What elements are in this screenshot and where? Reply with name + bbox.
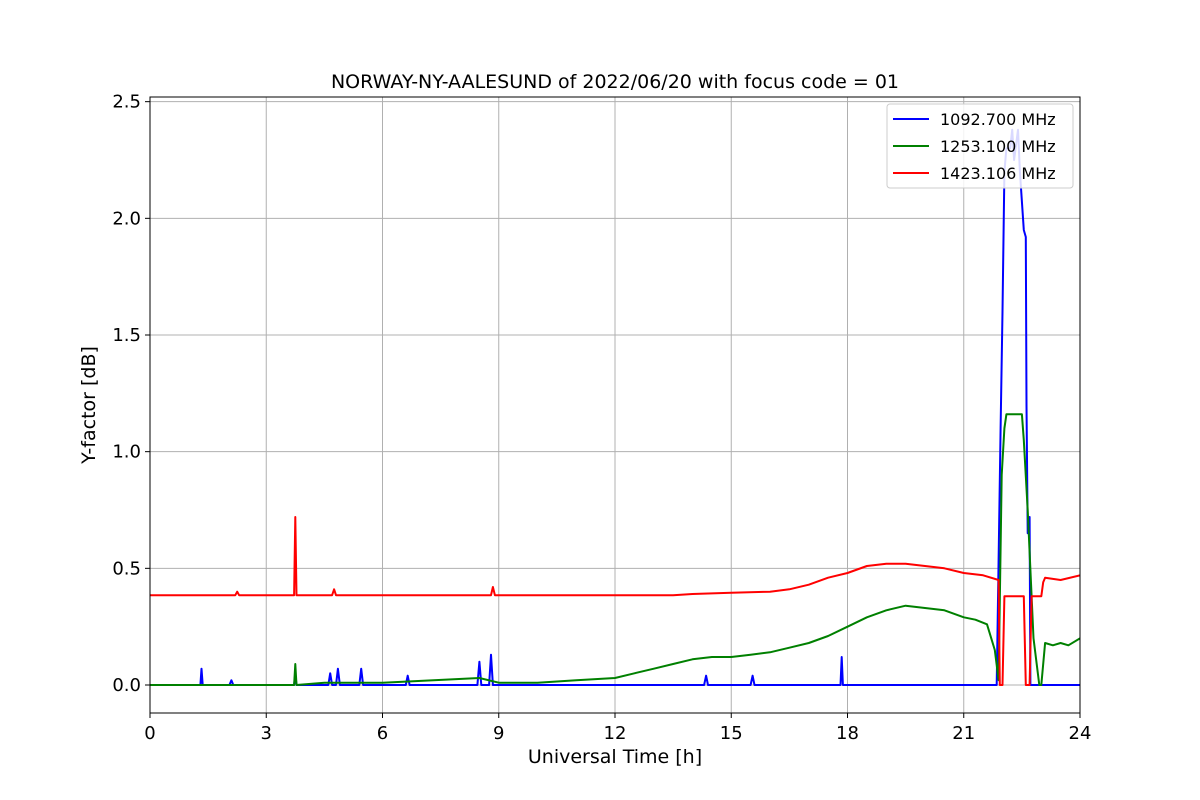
legend-box bbox=[886, 103, 1074, 189]
y-axis-label: Y-factor [dB] bbox=[78, 346, 100, 465]
chart-title: NORWAY-NY-AALESUND of 2022/06/20 with fo… bbox=[331, 71, 899, 93]
grid bbox=[149, 97, 1081, 713]
x-tick-label: 6 bbox=[377, 723, 388, 744]
y-tick-label: 2.0 bbox=[112, 208, 141, 229]
x-tick-label: 15 bbox=[720, 723, 743, 744]
y-tick-label: 1.5 bbox=[112, 325, 141, 346]
series-line-3 bbox=[150, 516, 1080, 686]
x-axis-label: Universal Time [h] bbox=[528, 746, 702, 768]
y-tick-label: 1.0 bbox=[112, 442, 141, 463]
axis-ticks: 0 3 6 9 12 15 18 21 24 0.0 0.5 1.0 1.5 2.0 2.5 bbox=[112, 92, 1091, 744]
x-tick-label: 21 bbox=[952, 723, 975, 744]
legend: 1092.700 MHz 1253.100 MHz 1423.106 MHz bbox=[886, 103, 1074, 189]
x-tick-label: 9 bbox=[493, 723, 504, 744]
legend-label: 1253.100 MHz bbox=[940, 137, 1056, 156]
legend-label: 1423.106 MHz bbox=[940, 164, 1056, 183]
legend-label: 1092.700 MHz bbox=[940, 110, 1056, 129]
x-tick-label: 12 bbox=[604, 723, 627, 744]
y-tick-label: 0.0 bbox=[112, 675, 141, 696]
x-tick-label: 3 bbox=[261, 723, 272, 744]
x-tick-label: 18 bbox=[836, 723, 859, 744]
series-line-2 bbox=[150, 413, 1080, 686]
y-tick-label: 2.5 bbox=[112, 92, 141, 113]
x-tick-label: 24 bbox=[1069, 723, 1092, 744]
x-tick-label: 0 bbox=[144, 723, 155, 744]
y-tick-label: 0.5 bbox=[112, 558, 141, 579]
